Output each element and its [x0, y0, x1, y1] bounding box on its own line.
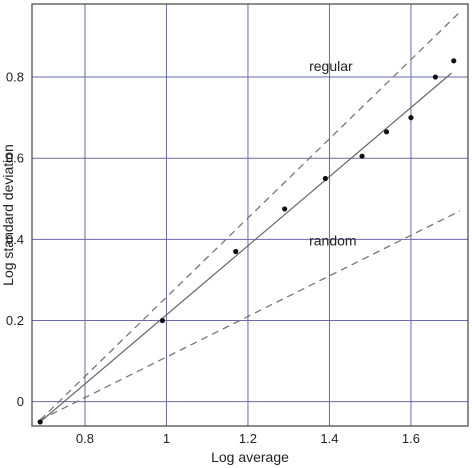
- data-point: [432, 74, 439, 80]
- data-point: [322, 175, 328, 182]
- data-point: [359, 153, 365, 159]
- fit-line: [39, 72, 453, 423]
- annotation-regular: regular: [309, 58, 353, 74]
- annotations: regular random: [309, 58, 356, 248]
- annotation-random: random: [309, 232, 356, 248]
- reference-line-regular: [39, 11, 461, 421]
- y-tick-label: 0.6: [6, 151, 24, 166]
- x-axis-label: Log average: [211, 449, 289, 465]
- y-axis-label: Log standard deviation: [0, 144, 16, 286]
- plot-frame: [31, 3, 469, 427]
- data-point: [159, 317, 165, 324]
- x-tick-label: 0.8: [76, 431, 94, 446]
- y-tick-label: 0.8: [6, 70, 24, 85]
- data-points: [37, 58, 457, 425]
- x-tick-label: 1: [163, 431, 170, 446]
- y-tick-label: 0.2: [6, 313, 24, 328]
- y-tick-label: 0: [17, 394, 24, 409]
- reference-line-random: [39, 210, 461, 421]
- x-tick-label: 1.4: [320, 431, 338, 446]
- x-tick-label: 1.2: [239, 431, 257, 446]
- grid: [32, 4, 468, 426]
- data-point: [37, 419, 43, 425]
- data-point: [451, 58, 457, 64]
- chart-lines: [39, 11, 461, 423]
- data-point: [383, 129, 390, 135]
- y-tick-label: 0.4: [6, 232, 24, 247]
- data-point: [282, 206, 288, 212]
- data-point: [233, 248, 239, 255]
- data-point: [408, 115, 414, 121]
- y-tick-labels: 0 0.2 0.4 0.6 0.8: [6, 70, 24, 410]
- x-tick-labels: 0.8 1 1.2 1.4 1.6: [76, 431, 420, 446]
- x-tick-label: 1.6: [402, 431, 420, 446]
